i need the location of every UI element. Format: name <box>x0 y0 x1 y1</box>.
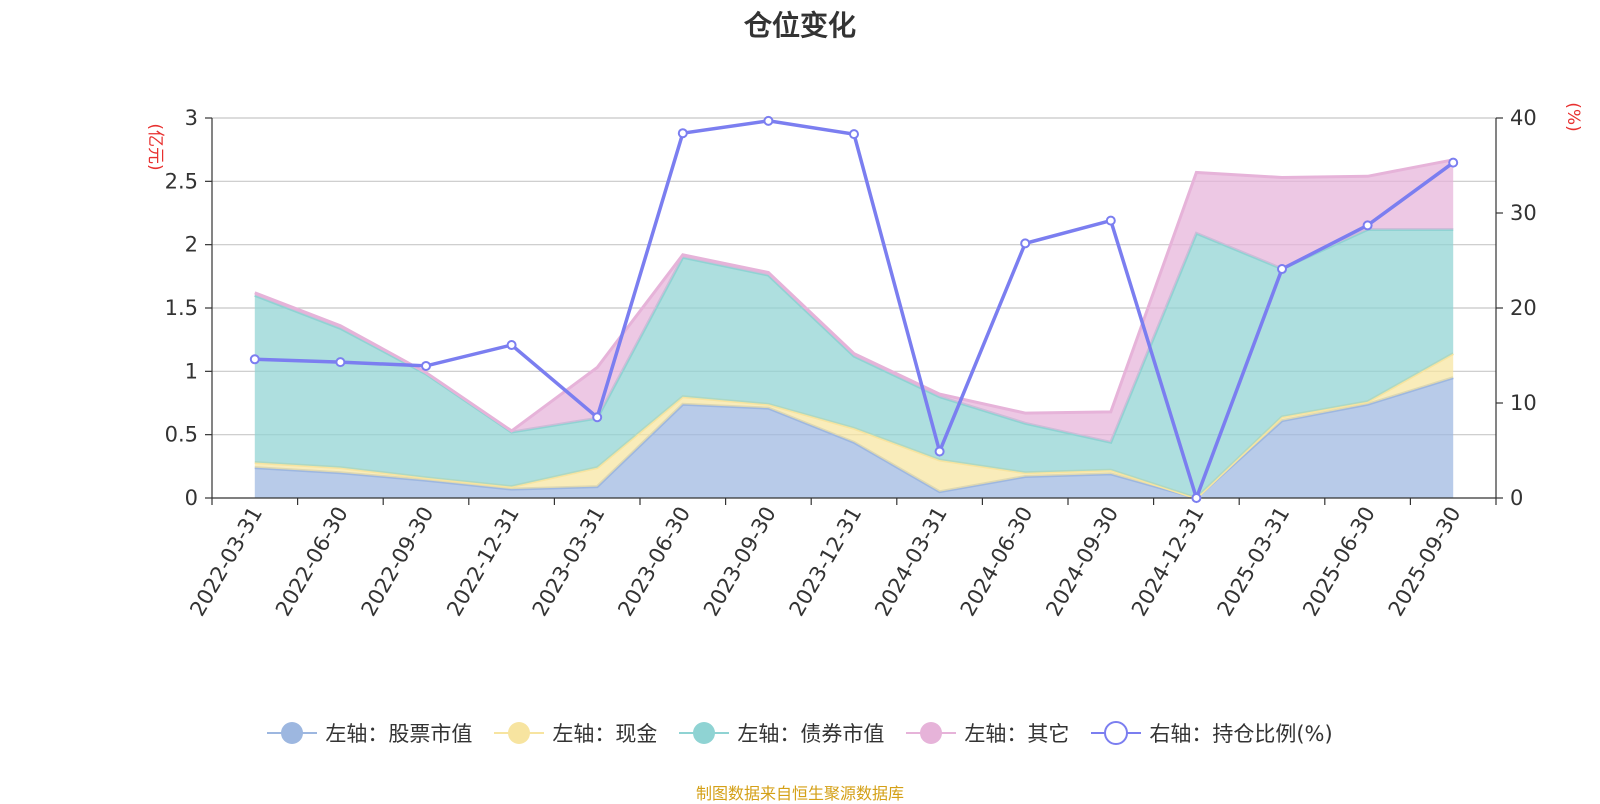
legend-label: 左轴：债券市值 <box>737 722 885 746</box>
legend: 左轴：股票市值 左轴：现金 左轴：债券市值 左轴：其它 右轴：持仓比例(%) <box>0 718 1600 748</box>
x-tick-label: 2023-12-31 <box>785 503 867 621</box>
right-tick-label: 0 <box>1510 486 1523 510</box>
legend-marker-icon <box>1091 721 1142 745</box>
ratio-point <box>592 412 603 423</box>
x-tick-label: 2023-09-30 <box>699 503 781 621</box>
ratio-point <box>506 340 517 351</box>
ratio-point <box>1448 157 1459 168</box>
legend-marker-icon <box>267 722 318 744</box>
legend-item[interactable]: 右轴：持仓比例(%) <box>1091 718 1333 748</box>
legend-item[interactable]: 左轴：其它 <box>906 718 1069 748</box>
left-tick-label: 1.5 <box>165 296 198 320</box>
ratio-point <box>677 128 688 139</box>
ratio-point <box>335 357 346 368</box>
legend-item[interactable]: 左轴：债券市值 <box>679 718 884 748</box>
legend-label: 左轴：其它 <box>964 722 1070 746</box>
right-tick-label: 20 <box>1510 296 1537 320</box>
left-tick-label: 2.5 <box>165 169 198 193</box>
left-tick-label: 2 <box>185 233 198 257</box>
ratio-point <box>249 354 260 365</box>
x-tick-label: 2024-03-31 <box>870 503 952 621</box>
legend-item[interactable]: 左轴：现金 <box>494 718 657 748</box>
left-tick-label: 1 <box>185 359 198 383</box>
left-tick-label: 0.5 <box>165 423 198 447</box>
ratio-point <box>1191 493 1202 503</box>
legend-item[interactable]: 左轴：股票市值 <box>267 718 472 748</box>
legend-label: 右轴：持仓比例(%) <box>1149 722 1333 746</box>
area-1 <box>254 377 1454 498</box>
x-tick-label: 2023-06-30 <box>613 503 695 621</box>
legend-marker-icon <box>494 722 545 744</box>
left-tick-label: 3 <box>185 106 198 130</box>
x-tick-label: 2025-06-30 <box>1298 503 1380 621</box>
x-tick-label: 2024-12-31 <box>1127 503 1209 621</box>
ratio-point <box>1020 238 1031 249</box>
right-axis-label: (%) <box>1563 102 1583 131</box>
source-footer: 制图数据来自恒生聚源数据库 <box>695 784 904 803</box>
ratio-point <box>763 115 774 126</box>
ratio-point <box>1362 220 1373 231</box>
x-tick-label: 2022-12-31 <box>442 503 524 621</box>
ratio-point <box>421 360 431 371</box>
x-tick-label: 2022-06-30 <box>271 503 353 621</box>
x-tick-label: 2022-09-30 <box>357 503 439 621</box>
ratio-point <box>1277 264 1287 275</box>
ratio-point <box>849 129 859 140</box>
ratio-point <box>934 446 945 457</box>
ratio-point <box>1105 215 1116 226</box>
legend-marker-icon <box>906 722 957 744</box>
x-tick-label: 2023-03-31 <box>528 503 610 621</box>
area-4 <box>254 159 1454 443</box>
x-tick-label: 2025-09-30 <box>1384 503 1466 621</box>
x-tick-label: 2024-06-30 <box>956 503 1038 621</box>
legend-marker-icon <box>679 722 730 744</box>
legend-label: 左轴：股票市值 <box>325 722 473 746</box>
area-3 <box>254 229 1454 498</box>
right-tick-label: 40 <box>1510 106 1537 130</box>
x-tick-label: 2025-03-31 <box>1213 503 1295 621</box>
area-edge-4 <box>254 158 1454 433</box>
left-tick-label: 0 <box>185 486 198 510</box>
x-tick-label: 2024-09-30 <box>1041 503 1123 621</box>
x-tick-label: 2022-03-31 <box>185 503 267 621</box>
right-tick-label: 30 <box>1510 201 1537 225</box>
right-tick-label: 10 <box>1510 391 1537 415</box>
legend-label: 左轴：现金 <box>552 722 658 746</box>
chart-title: 仓位变化 <box>743 9 856 42</box>
left-axis-label: (亿元) <box>145 123 165 170</box>
